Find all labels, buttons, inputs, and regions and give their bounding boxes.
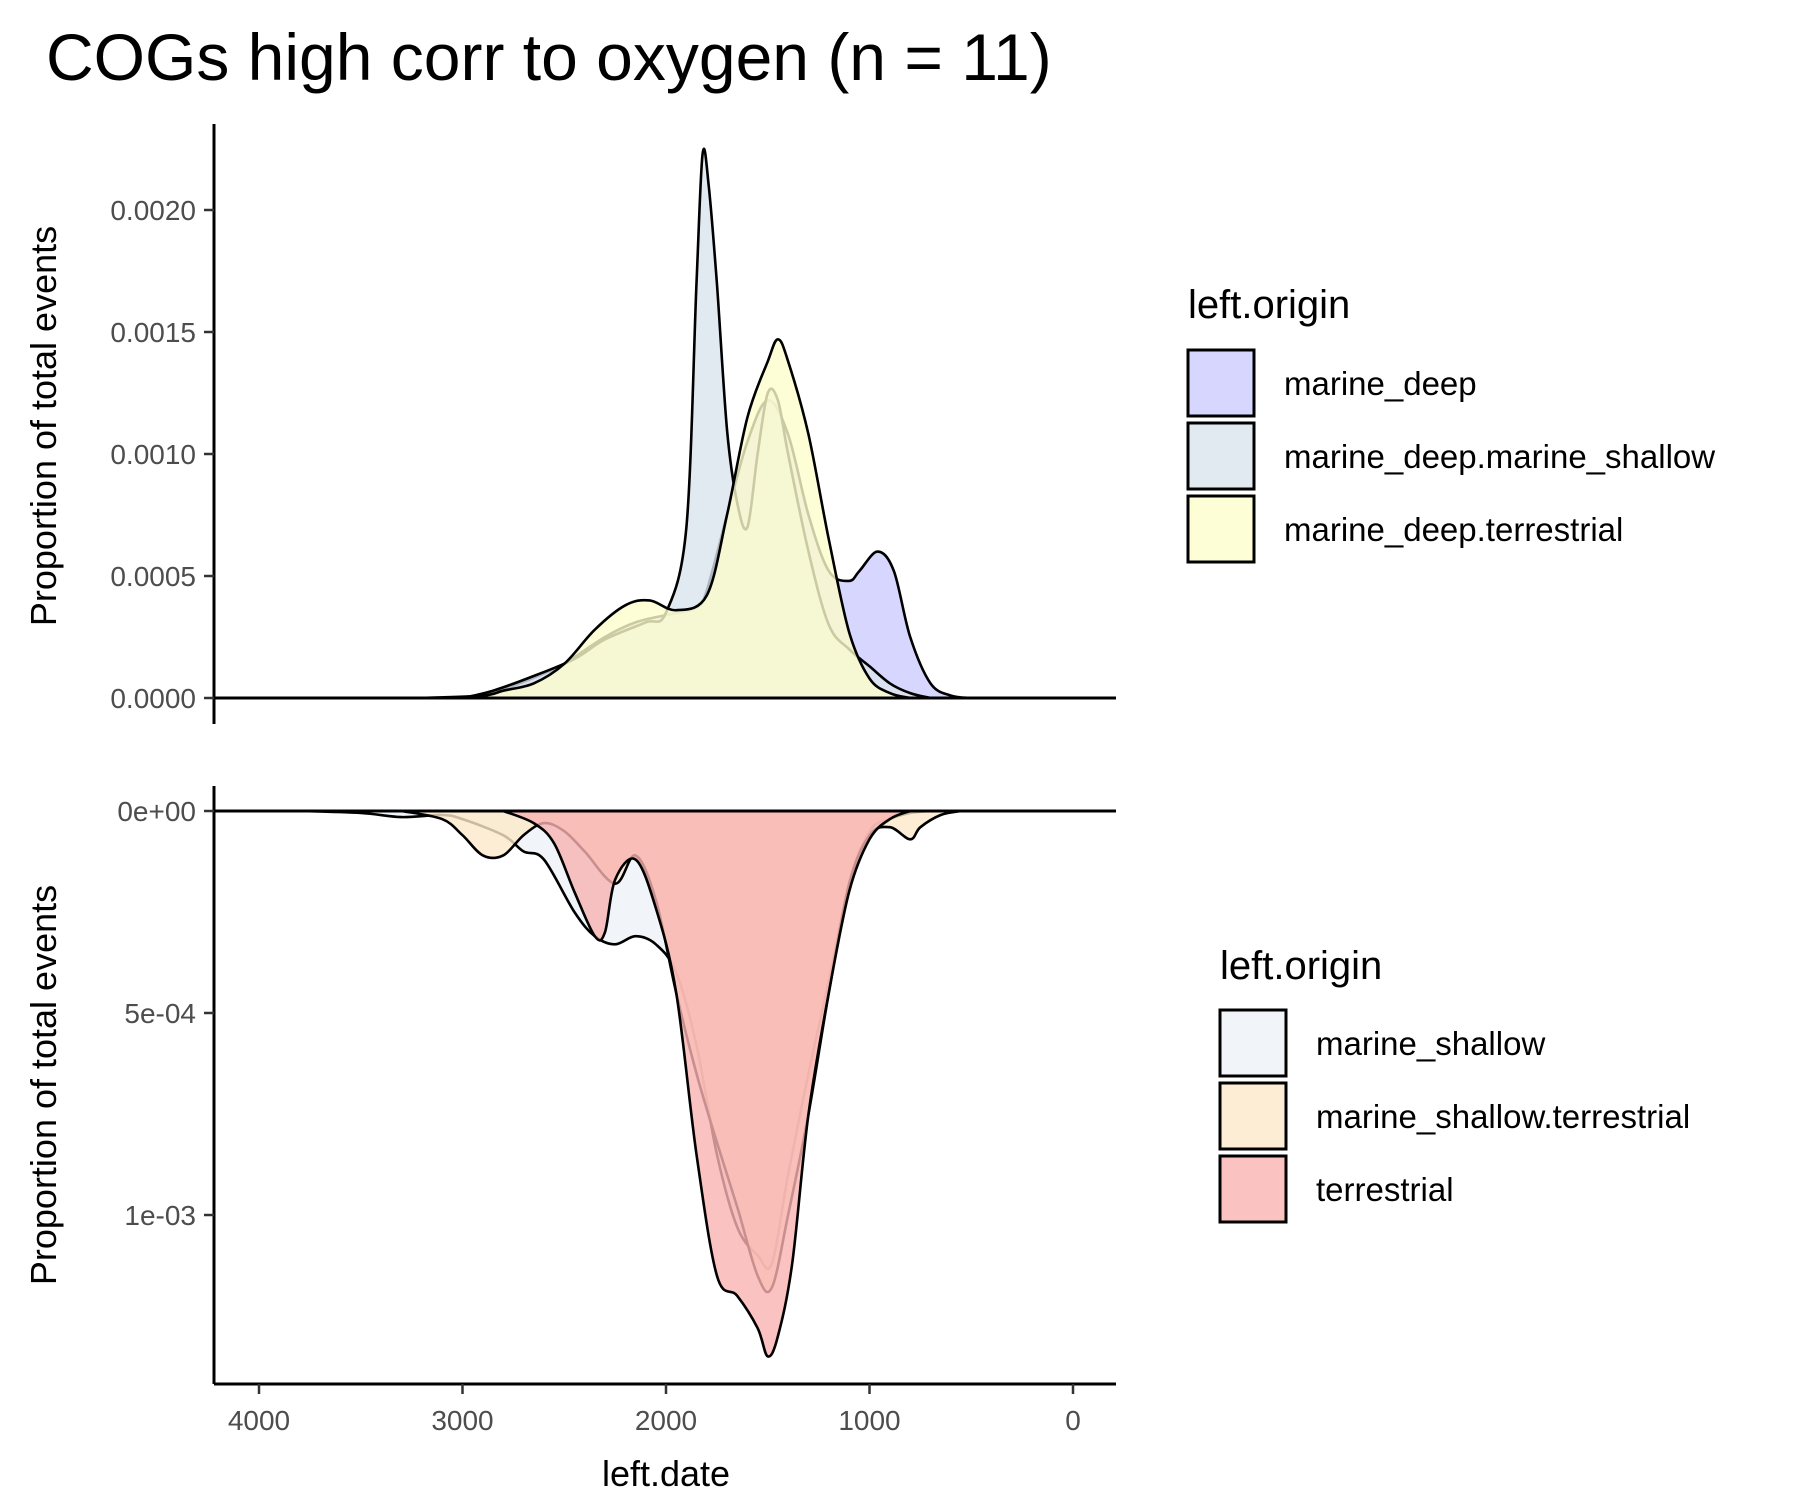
top-y-tick-label: 0.0020 — [110, 195, 196, 226]
x-tick-label: 0 — [1065, 1405, 1081, 1436]
top-y-axis-title: Proportion of total events — [23, 226, 64, 626]
bottom-legend-title: left.origin — [1220, 944, 1382, 988]
top-legend-label-marine-deep: marine_deep — [1284, 365, 1477, 402]
bottom-legend-label-terrestrial: terrestrial — [1316, 1171, 1454, 1208]
x-tick-label: 1000 — [838, 1405, 900, 1436]
top-legend-title: left.origin — [1188, 283, 1350, 327]
bottom-x-ticks: 4000 3000 2000 1000 0 — [228, 1384, 1081, 1436]
top-legend-key-marine-deep-terrestrial — [1186, 494, 1256, 564]
bottom-legend-label-marine-shallow-terrestrial: marine_shallow.terrestrial — [1316, 1098, 1690, 1135]
bottom-legend: left.origin marine_shallow marine_shallow… — [1218, 944, 1690, 1224]
bottom-y-axis-title: Proportion of total events — [23, 885, 64, 1285]
top-y-tick-label: 0.0005 — [110, 561, 196, 592]
top-y-tick-label: 0.0015 — [110, 317, 196, 348]
top-y-tick-label: 0.0010 — [110, 439, 196, 470]
top-legend-key-marine-deep-marine-shallow — [1186, 421, 1256, 491]
bottom-legend-key-terrestrial — [1218, 1154, 1288, 1224]
top-panel: 0.0000 0.0005 0.0010 0.0015 0.0020 Proportio… — [23, 124, 1116, 724]
x-tick-label: 4000 — [228, 1405, 290, 1436]
x-tick-label: 3000 — [431, 1405, 493, 1436]
bottom-panel: 0e+00 5e-04 1e-03 4000 3000 2000 1000 0 Propor… — [23, 786, 1116, 1494]
top-legend: left.origin marine_deep marine_deep.marin… — [1186, 283, 1715, 564]
bottom-legend-key-marine-shallow-terrestrial — [1218, 1081, 1288, 1151]
bottom-legend-key-marine-shallow — [1218, 1008, 1288, 1078]
x-tick-label: 2000 — [635, 1405, 697, 1436]
bottom-density-terrestrial — [501, 809, 912, 1358]
x-axis-title: left.date — [602, 1453, 730, 1494]
bottom-y-ticks: 0e+00 5e-04 1e-03 — [117, 796, 214, 1231]
top-y-ticks: 0.0000 0.0005 0.0010 0.0015 0.0020 — [110, 195, 214, 714]
bottom-density-areas — [298, 809, 963, 1358]
plot-title: COGs high corr to oxygen (n = 11) — [46, 20, 1052, 94]
top-legend-label-marine-deep-terrestrial: marine_deep.terrestrial — [1284, 511, 1623, 548]
top-density-marine-deep-terrestrial — [420, 338, 912, 700]
bottom-y-tick-label: 1e-03 — [124, 1200, 196, 1231]
bottom-legend-label-marine-shallow: marine_shallow — [1316, 1025, 1545, 1062]
top-density-areas — [420, 147, 973, 700]
top-legend-key-marine-deep — [1186, 348, 1256, 418]
bottom-y-tick-label: 0e+00 — [117, 796, 196, 827]
top-y-tick-label: 0.0000 — [110, 683, 196, 714]
top-legend-label-marine-deep-marine-shallow: marine_deep.marine_shallow — [1284, 438, 1715, 475]
bottom-y-tick-label: 5e-04 — [124, 998, 196, 1029]
